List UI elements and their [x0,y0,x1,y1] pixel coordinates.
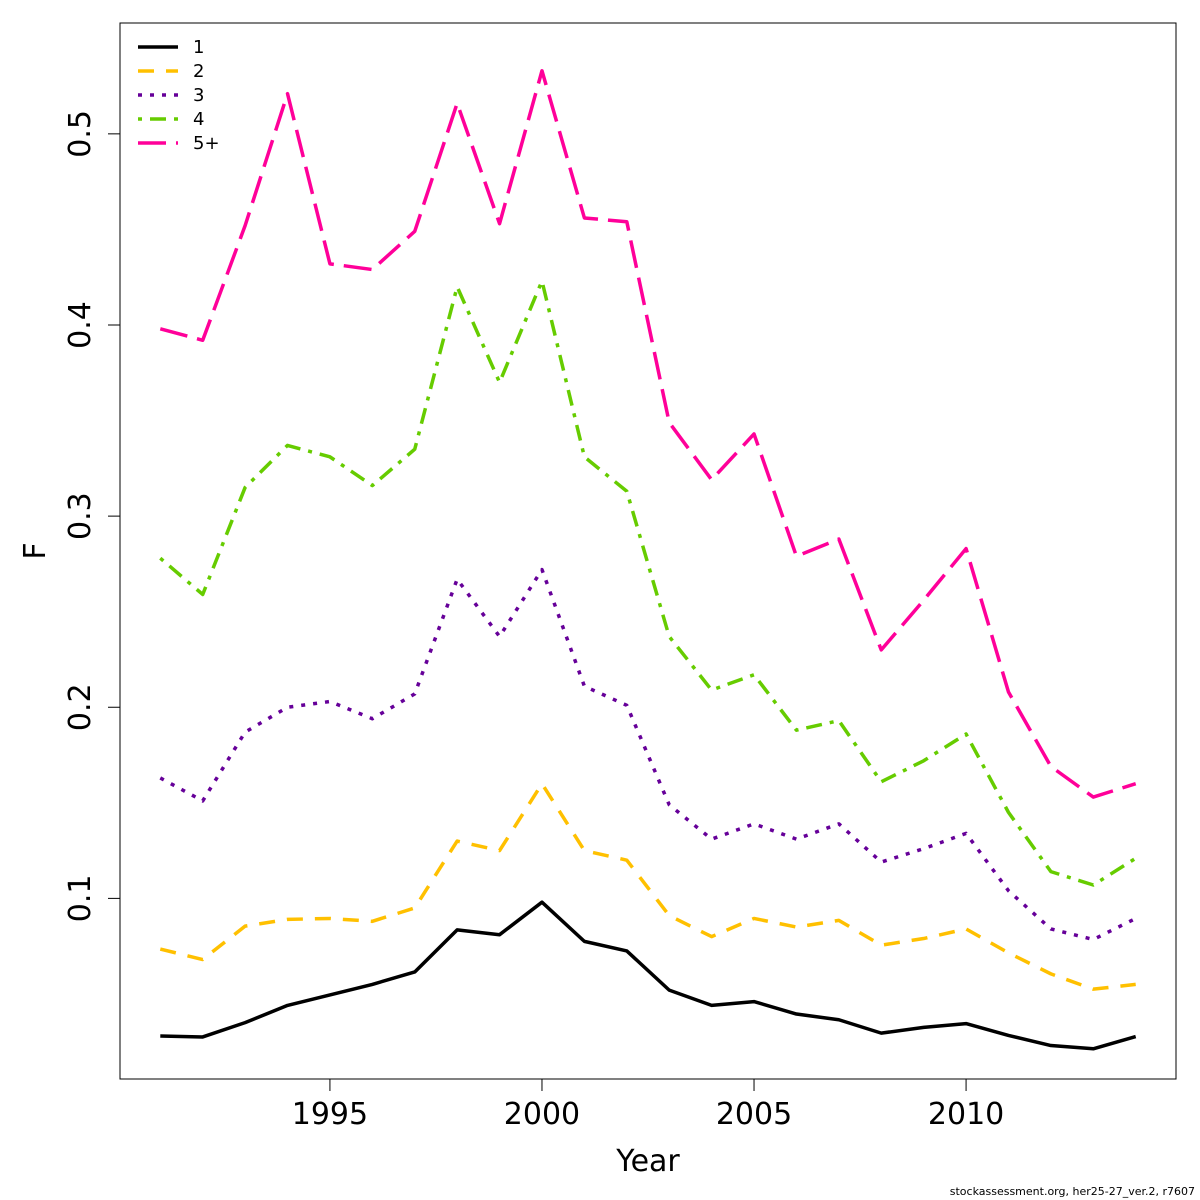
legend-label: 5+ [193,133,220,154]
x-tick-label: 2010 [928,1097,1004,1132]
series-line-1 [160,900,1137,1051]
y-tick-label: 0.3 [63,492,98,540]
x-tick-label: 2005 [716,1097,792,1132]
credit-text: stockassessment.org, her25-27_ver.2, r76… [950,1185,1195,1198]
legend-label: 4 [193,109,204,130]
series-line-3 [159,567,1137,942]
y-axis-title: F [18,542,53,559]
series-lines [159,69,1137,1051]
series-line-5-plus [159,69,1137,799]
legend-label: 2 [193,61,204,82]
legend-label: 1 [193,37,204,58]
y-tick-label: 0.5 [63,110,98,158]
y-tick-label: 0.1 [63,875,98,923]
x-tick-label: 1995 [292,1097,368,1132]
y-tick-label: 0.4 [63,301,98,349]
series-line-2 [159,781,1136,991]
y-axis: 0.1 0.2 0.3 0.4 0.5 [63,110,121,923]
x-axis-title: Year [615,1144,680,1179]
series-line-4 [159,279,1137,887]
x-axis: 1995 2000 2005 2010 [292,1078,1004,1132]
y-tick-label: 0.2 [63,683,98,731]
legend-label: 3 [193,85,204,106]
legend: 1 2 3 4 5+ [138,37,220,154]
plot-frame [119,22,1177,1080]
x-tick-label: 2000 [504,1097,580,1132]
